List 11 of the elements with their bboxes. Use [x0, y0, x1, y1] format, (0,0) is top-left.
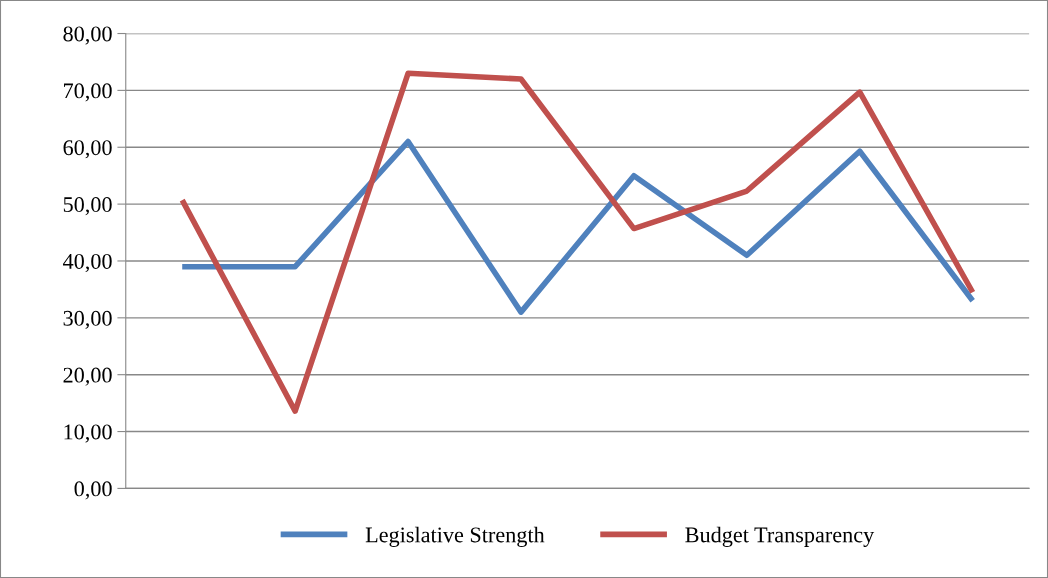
y-tick-label: 60,00 [63, 140, 112, 159]
y-tick-label: 50,00 [63, 197, 112, 216]
y-tick-label: 10,00 [64, 424, 112, 443]
y-tick-label: 80,00 [63, 26, 112, 45]
legend-label: Budget Transparency [685, 526, 875, 547]
y-tick-label: 20,00 [63, 367, 112, 386]
y-tick-label: 70,00 [64, 83, 112, 102]
y-tick-label: 30,00 [63, 310, 112, 329]
y-tick-label: 0,00 [74, 481, 112, 500]
legend-label: Legislative Strength [365, 526, 545, 547]
y-tick-label: 40,00 [63, 253, 112, 273]
